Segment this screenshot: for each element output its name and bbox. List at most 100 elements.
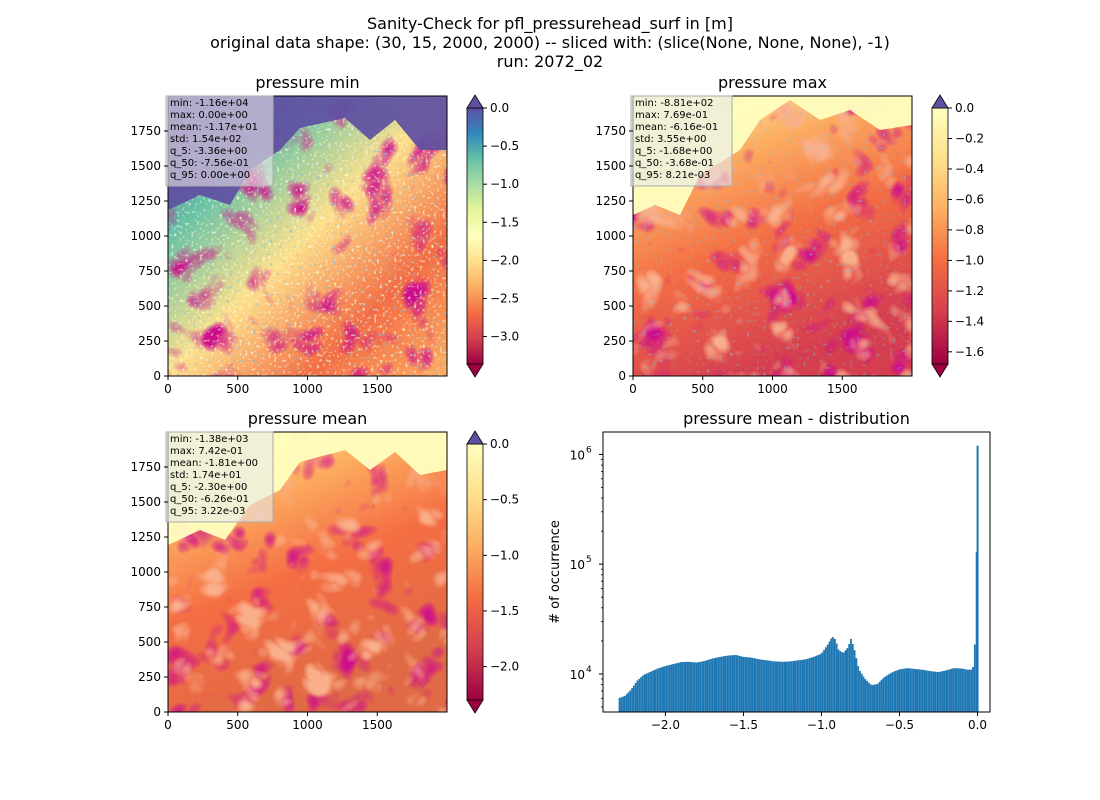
histogram-bar [627,692,630,712]
colorbar-tick-label: −2.0 [490,253,519,267]
heatmap-mean [167,431,448,713]
histogram-bar [670,664,673,712]
colorbar-min-extend-bottom [466,363,484,378]
colorbar-tick-label: 0.0 [490,101,509,115]
histogram-bar [726,655,729,712]
histogram-bar-peak [976,445,979,712]
histogram-bar [711,658,714,712]
histogram-bar [923,670,926,712]
histogram-bar [677,662,680,712]
x-tick-label-max: 1500 [827,382,858,396]
histogram-bar [798,660,800,712]
histogram-bar [903,668,906,712]
histogram-bar [676,663,678,712]
histogram-bar [731,655,734,712]
histogram-bar [891,672,894,712]
x-tick-label-mean: 1500 [362,718,393,732]
stats-min-line-1: min: -1.16e+04 [170,98,249,109]
figure-title-line-2: original data shape: (30, 15, 2000, 2000… [210,33,890,52]
x-tick-label-mean: 1000 [292,718,323,732]
y-tick-label-min: 750 [138,264,161,278]
stats-mean-line-1: min: -1.38e+03 [170,434,249,445]
histogram-bar [640,677,642,712]
histogram-bar [941,671,944,712]
histogram-bar [634,682,637,712]
y-tick-label-mean: 500 [138,635,161,649]
histogram-bar [927,670,930,712]
histogram-bar [830,638,833,712]
stats-min-line-2: max: 0.00e+00 [170,110,248,121]
colorbar-mean-extend-bottom [466,699,484,714]
stats-max-line-4: std: 3.55e+00 [635,134,707,145]
stats-min-line-4: std: 1.54e+02 [170,134,242,145]
y-tick-label-mean: 750 [138,600,161,614]
colorbar-max-extend-top [931,94,949,109]
histogram-bar [717,657,720,712]
histogram-bar [832,637,834,712]
histogram-bar [884,676,886,712]
histogram-bar [835,643,838,712]
histogram-bar [781,661,784,712]
histogram-bar [823,649,825,712]
panel-title-max: pressure max [718,73,827,92]
colorbar-tick-label: −2.5 [490,291,519,305]
stats-min-line-7: q_95: 0.00e+00 [170,170,250,181]
colorbar-max-extend-bottom [931,363,949,378]
stats-box-max-bg [630,95,733,187]
histogram-bar [769,660,772,712]
colorbar-tick-label: −2.0 [490,660,519,674]
histogram-bar [866,680,869,712]
stats-box-min: min: -1.16e+04 max: 0.00e+00 mean: -1.17… [165,95,274,187]
histogram-bar [776,661,779,712]
histogram-bar [658,668,660,712]
colorbar-mean-ticks: 0.0 −0.5 −1.0 −1.5 −2.0 [483,437,519,674]
histogram-bar [686,661,689,712]
stats-box-min-bg [165,95,274,187]
histogram-bar [685,661,687,712]
histogram-bar [641,675,644,712]
stats-max-line-7: q_95: 8.21e-03 [635,170,710,181]
histogram-bar [787,661,790,712]
histogram-bar [622,696,624,712]
panel-title-min: pressure min [255,73,359,92]
histogram-bar [792,660,795,712]
y-tick-label-max: 1500 [595,159,626,173]
colorbar-max: 0.0 −0.2 −0.4 −0.6 −0.8 −1.0 −1.2 −1.4 −1.6 [931,94,984,378]
histogram-bar [729,655,732,712]
histogram-bar [762,659,764,712]
y-tick-label-mean: 1250 [130,530,161,544]
colorbar-max-ramp [931,107,949,365]
histogram-bar [900,669,903,712]
histogram-bar [760,659,763,712]
histogram-bar [807,658,809,712]
colorbar-min-ticks: 0.0 −0.5 −1.0 −1.5 −2.0 −2.5 −3.0 [483,101,519,344]
y-tick-label-max: 0 [618,369,626,383]
histogram-bar [690,662,693,712]
histogram-bar [968,669,971,712]
histogram-bar [746,657,748,712]
histogram-bar [952,668,955,712]
stats-mean-line-4: std: 1.74e+01 [170,470,242,481]
histogram-bar [701,661,703,712]
colorbar-tick-label: 0.0 [955,101,974,115]
x-tick-label-mean: 0 [164,718,172,732]
colorbar-tick-label: −1.4 [955,314,984,328]
axes-max: 0 500 1000 1500 0 250 500 750 1000 1250 1500 1750 [595,124,857,396]
histogram-y-tick-exponent: 4 [586,665,592,675]
histogram-bars [618,445,979,712]
histogram-bar [656,668,659,712]
histogram-bar [738,655,741,712]
colorbar-tick-label: −0.4 [955,162,984,176]
histogram-bar [817,654,820,712]
colorbar-tick-label: −0.8 [955,223,984,237]
figure-title: Sanity-Check for pfl_pressurehead_surf i… [0,14,1100,71]
histogram-bar [728,655,730,712]
stats-box-mean-bg [165,431,274,523]
histogram-bar [869,684,872,712]
histogram-bar [948,669,951,712]
colorbar-tick-label: −0.6 [955,192,984,206]
histogram-bar [842,652,845,712]
histogram-bar [754,658,757,712]
histogram-bar [973,644,976,712]
